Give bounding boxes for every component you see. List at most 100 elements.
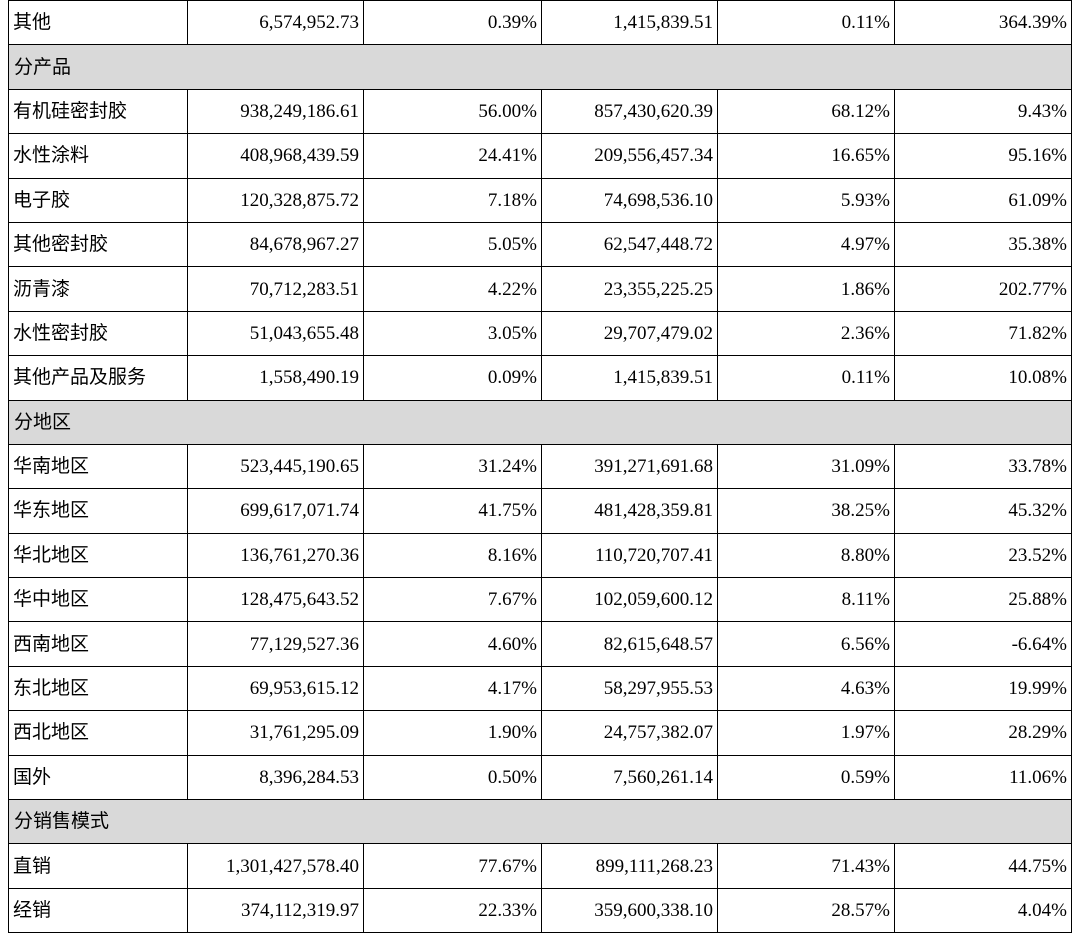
row-label: 水性密封胶	[8, 310, 188, 357]
table-cell: 28.29%	[894, 710, 1072, 756]
table-cell: 359,600,338.10	[541, 887, 718, 934]
table-cell: 31.09%	[717, 443, 895, 490]
table-cell: 71.82%	[894, 310, 1072, 357]
row-label: 有机硅密封胶	[8, 88, 188, 135]
table-cell: 2.36%	[717, 310, 895, 357]
table-row: 电子胶 120,328,875.72 7.18% 74,698,536.10 5.93%…	[8, 177, 1072, 223]
table-cell: 69,953,615.12	[187, 665, 364, 712]
row-label: 其他密封胶	[8, 221, 188, 268]
table-cell: 84,678,967.27	[187, 221, 364, 268]
table-cell: 6,574,952.73	[187, 0, 364, 46]
table-row: 华北地区 136,761,270.36 8.16% 110,720,707.41 8.8…	[8, 532, 1072, 579]
table-cell: 56.00%	[363, 88, 542, 135]
table-cell: 8,396,284.53	[187, 754, 364, 801]
table-cell: 24,757,382.07	[541, 710, 718, 756]
table-cell: 23.52%	[894, 532, 1072, 579]
table-cell: 8.11%	[717, 577, 895, 623]
table-row: 经销 374,112,319.97 22.33% 359,600,338.10 28.5…	[8, 887, 1072, 934]
table-cell: 7.67%	[363, 577, 542, 623]
table-row: 其他产品及服务 1,558,490.19 0.09% 1,415,839.51 0.11…	[8, 355, 1072, 401]
table-cell: 7,560,261.14	[541, 754, 718, 801]
table-cell: 5.93%	[717, 177, 895, 223]
table-cell: 110,720,707.41	[541, 532, 718, 579]
row-label: 华北地区	[8, 532, 188, 579]
section-label: 分产品	[8, 44, 1072, 90]
table-cell: 102,059,600.12	[541, 577, 718, 623]
table-cell: -6.64%	[894, 621, 1072, 667]
row-label: 经销	[8, 887, 188, 934]
table-cell: 1,415,839.51	[541, 355, 718, 401]
table-cell: 74,698,536.10	[541, 177, 718, 223]
table-cell: 523,445,190.65	[187, 443, 364, 490]
table-cell: 0.11%	[717, 355, 895, 401]
row-label: 西南地区	[8, 621, 188, 667]
row-label: 电子胶	[8, 177, 188, 223]
table-cell: 61.09%	[894, 177, 1072, 223]
table-row: 西南地区 77,129,527.36 4.60% 82,615,648.57 6.56%…	[8, 621, 1072, 667]
row-label: 其他	[8, 0, 188, 46]
table-cell: 4.97%	[717, 221, 895, 268]
table-cell: 77,129,527.36	[187, 621, 364, 667]
table-cell: 33.78%	[894, 443, 1072, 490]
table-cell: 38.25%	[717, 488, 895, 534]
table-cell: 22.33%	[363, 887, 542, 934]
table-cell: 481,428,359.81	[541, 488, 718, 534]
table-cell: 4.22%	[363, 266, 542, 312]
table-cell: 374,112,319.97	[187, 887, 364, 934]
table-cell: 29,707,479.02	[541, 310, 718, 357]
table-cell: 408,968,439.59	[187, 133, 364, 179]
table-cell: 8.80%	[717, 532, 895, 579]
table-cell: 364.39%	[894, 0, 1072, 46]
table-row: 东北地区 69,953,615.12 4.17% 58,297,955.53 4.63%…	[8, 665, 1072, 712]
table-cell: 1,415,839.51	[541, 0, 718, 46]
table-row: 有机硅密封胶 938,249,186.61 56.00% 857,430,620.39…	[8, 88, 1072, 135]
table-cell: 71.43%	[717, 843, 895, 889]
table-cell: 31,761,295.09	[187, 710, 364, 756]
table-cell: 3.05%	[363, 310, 542, 357]
table-cell: 77.67%	[363, 843, 542, 889]
table-cell: 45.32%	[894, 488, 1072, 534]
table-row: 华中地区 128,475,643.52 7.67% 102,059,600.12 8.1…	[8, 577, 1072, 623]
table-row: 西北地区 31,761,295.09 1.90% 24,757,382.07 1.97%…	[8, 710, 1072, 756]
table-body: 其他 6,574,952.73 0.39% 1,415,839.51 0.11% 364.…	[8, 0, 1072, 934]
table-cell: 95.16%	[894, 133, 1072, 179]
table-cell: 1.97%	[717, 710, 895, 756]
table-cell: 209,556,457.34	[541, 133, 718, 179]
table-cell: 1.90%	[363, 710, 542, 756]
table-cell: 0.50%	[363, 754, 542, 801]
table-cell: 31.24%	[363, 443, 542, 490]
row-label: 其他产品及服务	[8, 355, 188, 401]
table-cell: 120,328,875.72	[187, 177, 364, 223]
section-header-row: 分地区	[8, 399, 1072, 445]
table-cell: 82,615,648.57	[541, 621, 718, 667]
table-cell: 62,547,448.72	[541, 221, 718, 268]
table-cell: 68.12%	[717, 88, 895, 135]
row-label: 华南地区	[8, 443, 188, 490]
table-cell: 8.16%	[363, 532, 542, 579]
table-row: 其他密封胶 84,678,967.27 5.05% 62,547,448.72 4.97…	[8, 221, 1072, 268]
table-cell: 1,301,427,578.40	[187, 843, 364, 889]
table-cell: 10.08%	[894, 355, 1072, 401]
section-label: 分地区	[8, 399, 1072, 445]
table-row: 国外 8,396,284.53 0.50% 7,560,261.14 0.59% 11.0…	[8, 754, 1072, 801]
row-label: 华东地区	[8, 488, 188, 534]
table-row: 水性密封胶 51,043,655.48 3.05% 29,707,479.02 2.36…	[8, 310, 1072, 357]
table-cell: 24.41%	[363, 133, 542, 179]
table-row: 华东地区 699,617,071.74 41.75% 481,428,359.81 38…	[8, 488, 1072, 534]
table-cell: 1.86%	[717, 266, 895, 312]
table-cell: 44.75%	[894, 843, 1072, 889]
table-cell: 0.09%	[363, 355, 542, 401]
table-cell: 28.57%	[717, 887, 895, 934]
row-label: 沥青漆	[8, 266, 188, 312]
row-label: 国外	[8, 754, 188, 801]
row-label: 水性涂料	[8, 133, 188, 179]
row-label: 西北地区	[8, 710, 188, 756]
table-cell: 0.39%	[363, 0, 542, 46]
section-label: 分销售模式	[8, 799, 1072, 845]
section-header-row: 分产品	[8, 44, 1072, 90]
section-header-row: 分销售模式	[8, 799, 1072, 845]
row-label: 东北地区	[8, 665, 188, 712]
table-cell: 51,043,655.48	[187, 310, 364, 357]
table-cell: 19.99%	[894, 665, 1072, 712]
table-row: 华南地区 523,445,190.65 31.24% 391,271,691.68 31…	[8, 443, 1072, 490]
